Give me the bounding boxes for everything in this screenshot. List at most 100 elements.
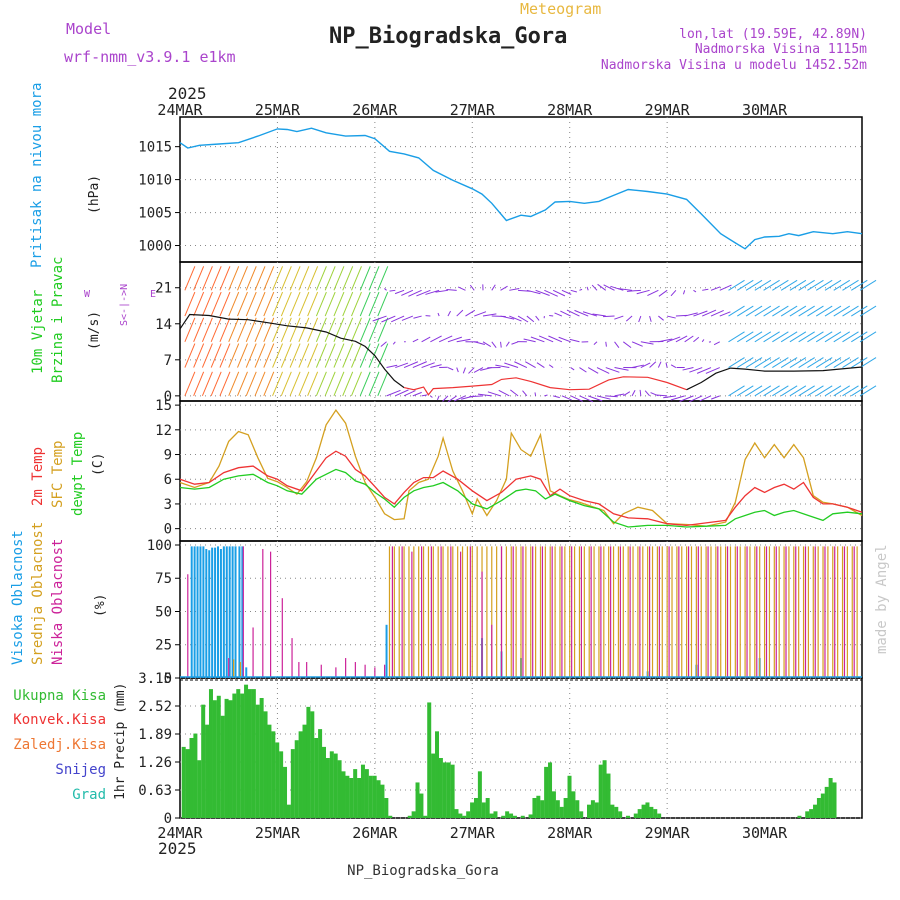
wind-vector xyxy=(593,341,598,345)
wind-vector xyxy=(728,385,745,397)
wind-vector xyxy=(500,285,508,291)
wind-vector xyxy=(798,279,815,291)
wind-vector xyxy=(395,389,409,397)
wind-vector xyxy=(201,266,213,291)
wind-vector xyxy=(859,357,877,368)
precip-bar xyxy=(267,724,272,818)
wind-vector xyxy=(368,291,380,317)
x-tick-label: 24MAR xyxy=(157,101,203,119)
wind-vector xyxy=(596,367,610,374)
wind-vector xyxy=(201,371,213,397)
wind-vector xyxy=(228,266,240,291)
precip-bar xyxy=(368,775,373,818)
precip-bar xyxy=(228,700,233,818)
precip-bar xyxy=(329,751,334,818)
wind-vector xyxy=(737,305,754,317)
precip-bar xyxy=(337,760,342,818)
wind-vector xyxy=(500,315,515,320)
wind-vector xyxy=(631,390,636,397)
precip-bar xyxy=(415,782,420,818)
precip-bar xyxy=(618,811,623,818)
temperature-panel: 0 3 6 9 12 15 xyxy=(155,398,863,538)
wind-vector xyxy=(535,289,550,296)
temp-unit: (C) xyxy=(91,453,106,476)
station-title: NP_Biogradska_Gora xyxy=(329,24,567,49)
wind-vector xyxy=(307,371,319,397)
legend-grad: Grad xyxy=(72,787,106,803)
precip-bar xyxy=(645,802,650,818)
wind-vector xyxy=(482,341,492,347)
precip-bar xyxy=(816,798,821,818)
x-tick-label: 26MAR xyxy=(352,101,398,119)
wind-vector xyxy=(298,317,310,342)
wind-vector xyxy=(605,395,618,398)
precip-bar xyxy=(450,764,455,818)
wind-vector xyxy=(574,309,589,317)
wind-vector xyxy=(474,311,487,317)
y-tick-label: 100 xyxy=(147,538,172,554)
wind-vector xyxy=(324,266,336,291)
wind-vector xyxy=(228,317,240,342)
precip-bar xyxy=(380,784,385,818)
wind-vector xyxy=(705,367,720,374)
wind-vector xyxy=(737,331,754,343)
wind-vector xyxy=(298,291,310,317)
precip-bar xyxy=(657,813,662,818)
wind-vector xyxy=(745,305,763,317)
precip-bar xyxy=(236,689,241,818)
panel-frame xyxy=(179,400,863,542)
wind-unit: (m/s) xyxy=(87,311,102,350)
precip-bar xyxy=(438,758,443,818)
wind-vector xyxy=(851,385,868,397)
wind-vector xyxy=(657,361,662,368)
wind-vector xyxy=(219,266,231,291)
x-tick-label: 30MAR xyxy=(742,101,788,119)
wind-vector xyxy=(324,371,336,397)
wind-vector xyxy=(510,389,519,397)
wind-vector xyxy=(665,362,668,368)
wind-vector xyxy=(333,291,345,317)
precip-bar xyxy=(294,740,299,818)
wind-vector xyxy=(457,286,466,291)
precip-bar xyxy=(594,802,599,818)
wind-vector xyxy=(711,395,720,400)
wind-vector xyxy=(392,341,396,345)
wind-vector xyxy=(610,285,624,291)
wind-vector xyxy=(514,361,528,368)
wind-vector xyxy=(688,395,703,403)
wind-vector xyxy=(728,305,745,317)
precip-bar xyxy=(255,704,260,818)
wind-vector xyxy=(754,385,772,397)
y-tick-label: 15 xyxy=(155,398,172,414)
y-tick-label: 7 xyxy=(164,353,172,369)
wind-vector xyxy=(649,361,657,368)
wind-vector xyxy=(210,266,222,291)
precip-bar xyxy=(341,771,346,818)
wind-vector xyxy=(625,315,633,322)
wind-vector xyxy=(219,371,231,397)
wind-vector xyxy=(544,289,558,297)
wind-vector xyxy=(412,338,419,343)
wind-vector xyxy=(237,266,248,291)
wind-vector xyxy=(670,395,685,401)
precip-bar xyxy=(614,806,619,818)
wind-vector xyxy=(605,367,620,373)
precip-bar xyxy=(520,815,525,818)
precip-bar xyxy=(181,746,186,818)
y-tick-label: 3 xyxy=(164,497,172,513)
cloud-panel: 0 25 50 75 100 xyxy=(147,538,862,687)
precip-bar xyxy=(548,762,553,818)
wind-vector xyxy=(228,371,240,397)
wind-vector xyxy=(509,315,522,322)
wind-vector xyxy=(482,313,497,317)
wind-vector xyxy=(737,385,754,397)
wind-vector xyxy=(798,357,815,368)
wind-vector xyxy=(263,317,275,342)
precip-bar xyxy=(302,724,307,818)
wind-vector xyxy=(536,362,545,368)
wind-vector xyxy=(289,317,301,342)
precip-bar xyxy=(314,738,319,818)
wind-vector xyxy=(342,317,354,342)
wind-vector xyxy=(728,331,745,343)
wind-vector xyxy=(763,279,780,291)
